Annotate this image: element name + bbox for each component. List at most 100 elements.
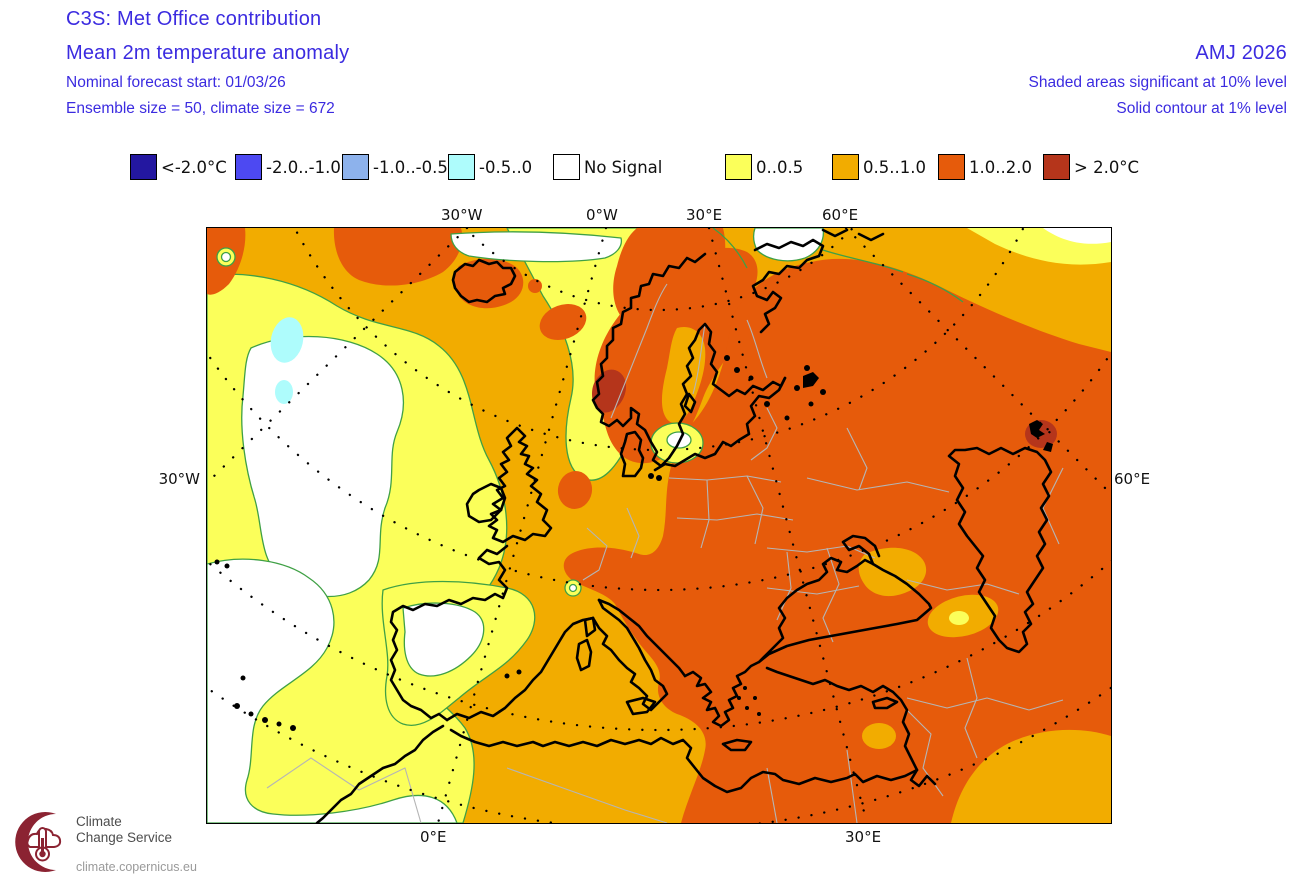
legend-item: No Signal (553, 153, 662, 181)
logo-text: Climate Change Service (76, 814, 173, 845)
forecast-start-text: Nominal forecast start: 01/03/26 (66, 74, 286, 91)
region-white-alps-core (568, 583, 578, 593)
legend-swatch (130, 154, 157, 180)
coastlines (315, 228, 1053, 823)
axis-top-30e: 30°E (686, 206, 723, 224)
legend: <-2.0°C -2.0..-1.0 -1.0..-0.5 -0.5..0 No Sig… (0, 153, 1315, 187)
region-white-nw-core (220, 251, 232, 263)
contour-note: Solid contour at 1% level (1116, 100, 1287, 117)
axis-left-30w: 30°W (158, 470, 200, 488)
region-white-iberia-core (402, 602, 485, 677)
legend-label: 1.0..2.0 (969, 157, 1032, 177)
coast-morocco-atlantic (315, 724, 445, 823)
coast-sardinia (575, 638, 593, 672)
coast-scandinavia (591, 252, 787, 468)
page-subtitle: Mean 2m temperature anomaly (66, 42, 350, 64)
coast-turkey-levant-africa (765, 666, 937, 788)
region-dorange-northsea (557, 471, 593, 509)
coast-ireland (465, 482, 507, 524)
climate-change-service-icon (15, 812, 62, 872)
coast-denmark (619, 430, 645, 478)
coast-greece (683, 660, 761, 728)
pocket-bothnia (661, 326, 706, 423)
legend-item: 0.5..1.0 (832, 153, 926, 181)
legend-swatch (553, 154, 580, 180)
legend-swatch (1043, 154, 1070, 180)
coast-azov (841, 534, 881, 566)
axis-right-60e: 60°E (1114, 470, 1151, 488)
copernicus-logo: Climate Change Service climate.copernicu… (12, 800, 242, 888)
axis-top-30w: 30°W (441, 206, 483, 224)
coast-crete (721, 738, 753, 752)
legend-swatch (235, 154, 262, 180)
legend-label: 0.5..1.0 (863, 157, 926, 177)
legend-swatch (832, 154, 859, 180)
period-label: AMJ 2026 (1195, 42, 1287, 64)
coast-france-iberia-morocco (389, 544, 509, 722)
legend-label: 0..0.5 (756, 157, 804, 177)
legend-label: -2.0..-1.0 (266, 157, 341, 177)
legend-item: <-2.0°C (130, 153, 227, 181)
coast-corsica (583, 616, 597, 638)
coast-italy (591, 598, 669, 712)
region-cyan-upper (270, 317, 304, 363)
significance-contours (712, 228, 964, 303)
pocket-bottom-right (951, 729, 1111, 823)
legend-swatch (725, 154, 752, 180)
legend-item: -1.0..-0.5 (342, 153, 448, 181)
anomaly-map (206, 227, 1112, 824)
region-dorange-iceland (454, 258, 524, 309)
legend-label: -1.0..-0.5 (373, 157, 448, 177)
land-marks (214, 355, 1053, 731)
pocket-east-cyprus (862, 723, 896, 749)
coast-north-africa (449, 728, 919, 794)
legend-item: > 2.0°C (1043, 153, 1139, 181)
legend-label: > 2.0°C (1074, 157, 1140, 177)
coast-baltic-south (653, 376, 787, 472)
region-dorange-mid-blob (539, 304, 587, 340)
legend-swatch (938, 154, 965, 180)
legend-label: -0.5..0 (479, 157, 533, 177)
region-dorange-east-mass (563, 258, 1111, 823)
page-title: C3S: Met Office contribution (66, 8, 322, 30)
graticule (207, 228, 1111, 823)
legend-item: 1.0..2.0 (938, 153, 1032, 181)
pocket-east-blacksea (858, 547, 927, 597)
coast-sicily (625, 696, 657, 716)
coast-britain (487, 426, 553, 544)
coast-spain-med-france (445, 616, 595, 722)
legend-label: <-2.0°C (161, 157, 227, 177)
shading-note: Shaded areas significant at 10% level (1028, 74, 1288, 91)
axis-top-60e: 60°E (822, 206, 859, 224)
legend-swatch (342, 154, 369, 180)
coast-caspian (947, 446, 1053, 654)
region-cyan-lower (275, 380, 293, 404)
regions-dark-orange (207, 228, 1111, 823)
regions-cyan (270, 317, 304, 404)
legend-item: -2.0..-1.0 (235, 153, 341, 181)
axis-bottom-30e: 30°E (845, 828, 882, 846)
coast-arctic-bits (821, 228, 885, 242)
region-white-arctic-strip (450, 231, 623, 263)
legend-item: -0.5..0 (448, 153, 532, 181)
legend-item: 0..0.5 (725, 153, 803, 181)
coast-gotland (683, 392, 697, 414)
region-dorange-dot (528, 279, 542, 293)
axis-bottom-0e: 0°E (420, 828, 447, 846)
map-canvas (207, 228, 1111, 823)
region-dorange-natlantic-a (333, 228, 463, 286)
country-borders (266, 283, 1064, 823)
coast-cyprus (871, 696, 899, 710)
region-yellow-armenia-core (949, 611, 969, 625)
legend-label: No Signal (584, 157, 663, 177)
logo-url: climate.copernicus.eu (76, 860, 197, 874)
legend-swatch (448, 154, 475, 180)
coast-kola-whitesea (751, 238, 825, 334)
axis-top-0w: 0°W (586, 206, 618, 224)
coast-iceland (451, 258, 517, 304)
coast-adriatic-east (597, 598, 687, 678)
region-white-topright-corner (1043, 228, 1111, 244)
coast-blacksea (757, 556, 933, 664)
ensemble-size-text: Ensemble size = 50, climate size = 672 (66, 100, 335, 117)
